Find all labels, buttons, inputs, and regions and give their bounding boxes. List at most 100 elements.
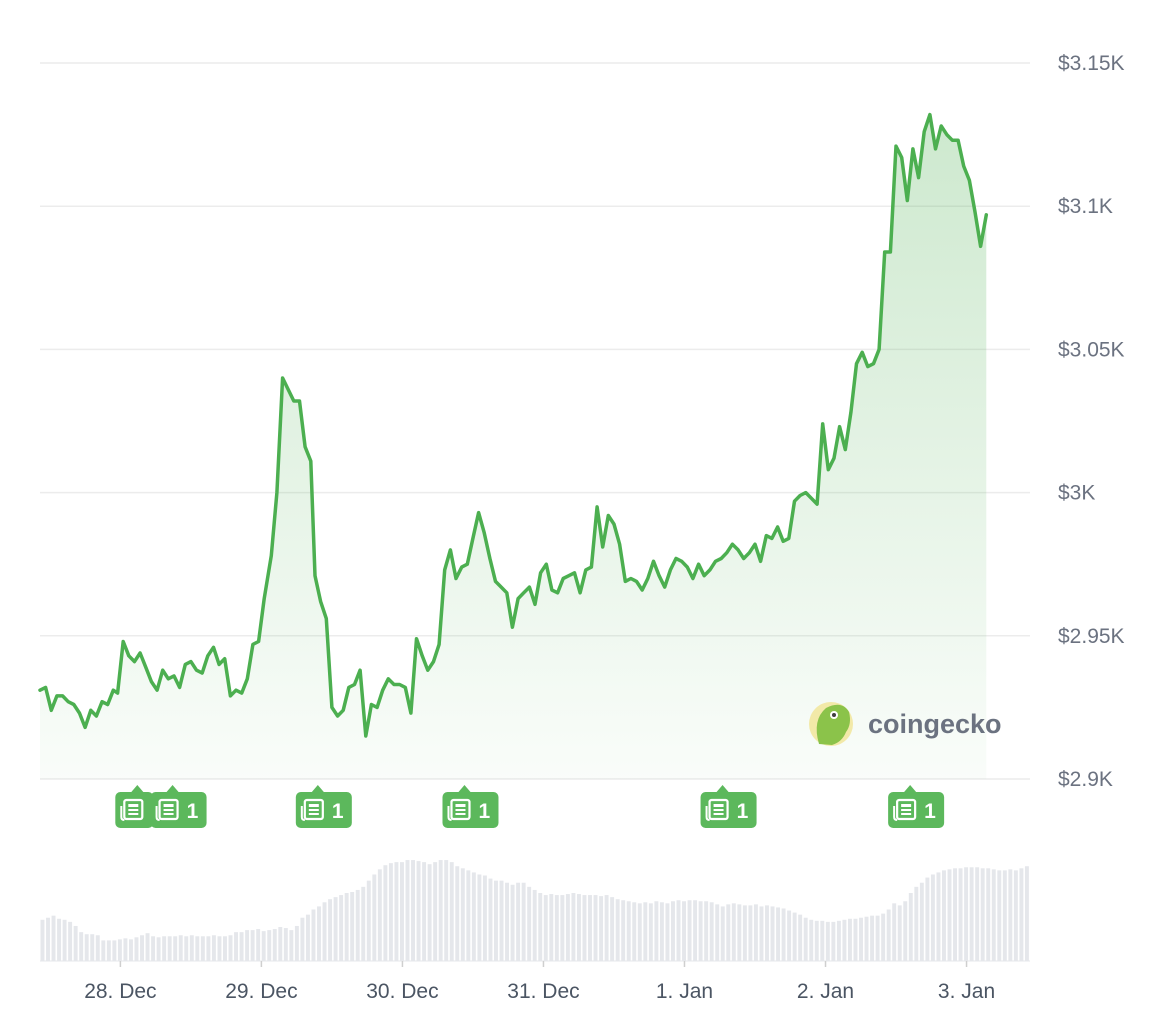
volume-bar <box>123 938 128 961</box>
volume-bar <box>659 902 664 961</box>
volume-bar <box>637 903 642 961</box>
news-marker-pointer <box>131 785 144 792</box>
volume-bar <box>875 915 880 961</box>
volume-bar <box>576 894 581 961</box>
volume-bar <box>693 900 698 961</box>
volume-bar <box>46 917 50 961</box>
newspaper-icon-frame <box>158 798 179 821</box>
volume-bar <box>62 919 67 961</box>
newspaper-icon-line <box>455 813 466 815</box>
y-tick-label: $2.95K <box>1058 625 1125 648</box>
volume-bar <box>1008 869 1013 961</box>
x-tick-label: 31. Dec <box>507 980 579 1003</box>
news-count-label: 1 <box>332 800 344 823</box>
newspaper-icon-fold <box>300 806 305 821</box>
volume-bar <box>40 919 45 961</box>
volume-bar <box>162 936 167 961</box>
newspaper-icon-frame <box>123 798 144 821</box>
volume-bar <box>455 866 460 961</box>
volume-bar <box>206 936 211 961</box>
y-tick-label: $2.9K <box>1058 768 1113 791</box>
volume-bar <box>588 895 592 961</box>
volume-bar <box>765 905 769 961</box>
newspaper-icon-line <box>163 813 174 815</box>
volume-bar <box>68 921 73 961</box>
x-tick-label: 3. Jan <box>938 980 995 1003</box>
news-marker[interactable]: 1 <box>700 785 757 828</box>
volume-bar <box>184 936 189 961</box>
newspaper-icon <box>155 798 179 821</box>
coingecko-watermark: coingecko <box>809 702 1002 746</box>
volume-bar <box>842 919 847 961</box>
price-line <box>38 112 989 738</box>
volume-bar <box>571 893 576 961</box>
newspaper-icon-line <box>128 804 139 807</box>
volume-bar <box>615 899 620 961</box>
news-marker[interactable]: 1 <box>442 785 499 828</box>
volume-bar <box>665 903 670 961</box>
volume-bar <box>283 928 288 961</box>
price-area <box>40 114 987 780</box>
volume-bar <box>272 929 277 961</box>
volume-bar <box>886 909 891 961</box>
volume-bar <box>189 935 194 961</box>
volume-bar <box>228 935 233 961</box>
volume-bar <box>245 930 250 961</box>
volume-bar <box>355 889 360 961</box>
volume-bar <box>1024 866 1029 961</box>
volume-bar <box>261 931 266 961</box>
volume-bar <box>239 932 244 961</box>
volume-bar <box>831 921 836 961</box>
volume-bar <box>770 906 775 961</box>
volume-bar <box>339 895 344 961</box>
newspaper-icon-fold <box>120 806 125 821</box>
volume-bar <box>997 870 1002 961</box>
volume-bar <box>156 937 161 961</box>
volume-bar <box>234 932 239 961</box>
newspaper-icon-line <box>308 813 319 815</box>
volume-bar <box>460 868 465 961</box>
volume-bar <box>361 886 366 961</box>
newspaper-icon-frame <box>896 798 917 821</box>
volume-bar <box>903 901 908 961</box>
volume-bar <box>173 936 178 961</box>
volume-bar <box>881 913 886 961</box>
volume-bar <box>947 869 952 961</box>
x-tick-label: 2. Jan <box>797 980 854 1003</box>
volume-bar <box>477 874 482 961</box>
volume-bar <box>554 895 559 961</box>
volume-bar <box>742 905 747 961</box>
volume-bar <box>847 918 852 961</box>
volume-bar <box>250 930 255 961</box>
news-marker-pointer <box>311 785 324 792</box>
volume-bar <box>521 882 526 961</box>
volume-bar <box>820 920 825 961</box>
volume-bar <box>311 909 316 961</box>
volume-bar <box>112 940 117 961</box>
volume-bar <box>510 884 515 961</box>
volume-bar <box>466 870 471 961</box>
volume-bar <box>433 862 438 961</box>
volume-bar <box>853 918 858 961</box>
news-marker-pointer <box>458 785 471 792</box>
volume-bar <box>438 860 443 961</box>
news-marker[interactable]: 1 <box>888 785 945 828</box>
volume-bar <box>798 914 803 961</box>
volume-bar <box>300 917 305 961</box>
volume-bar <box>211 935 216 961</box>
coingecko-brand-text: coingecko <box>868 709 1002 739</box>
volume-bar <box>328 899 333 961</box>
news-marker[interactable] <box>115 785 154 828</box>
volume-bar <box>267 930 272 961</box>
newspaper-icon-frame <box>450 798 471 821</box>
volume-bar <box>676 900 681 961</box>
volume-bar <box>134 937 139 961</box>
news-marker[interactable]: 1 <box>295 785 352 828</box>
news-marker[interactable]: 1 <box>150 785 207 828</box>
news-marker-pointer <box>904 785 917 792</box>
newspaper-icon-frame <box>708 798 729 821</box>
volume-bar <box>748 905 753 961</box>
volume-bar <box>604 895 609 961</box>
newspaper-icon-line <box>713 804 724 807</box>
volume-bars <box>40 860 1030 962</box>
